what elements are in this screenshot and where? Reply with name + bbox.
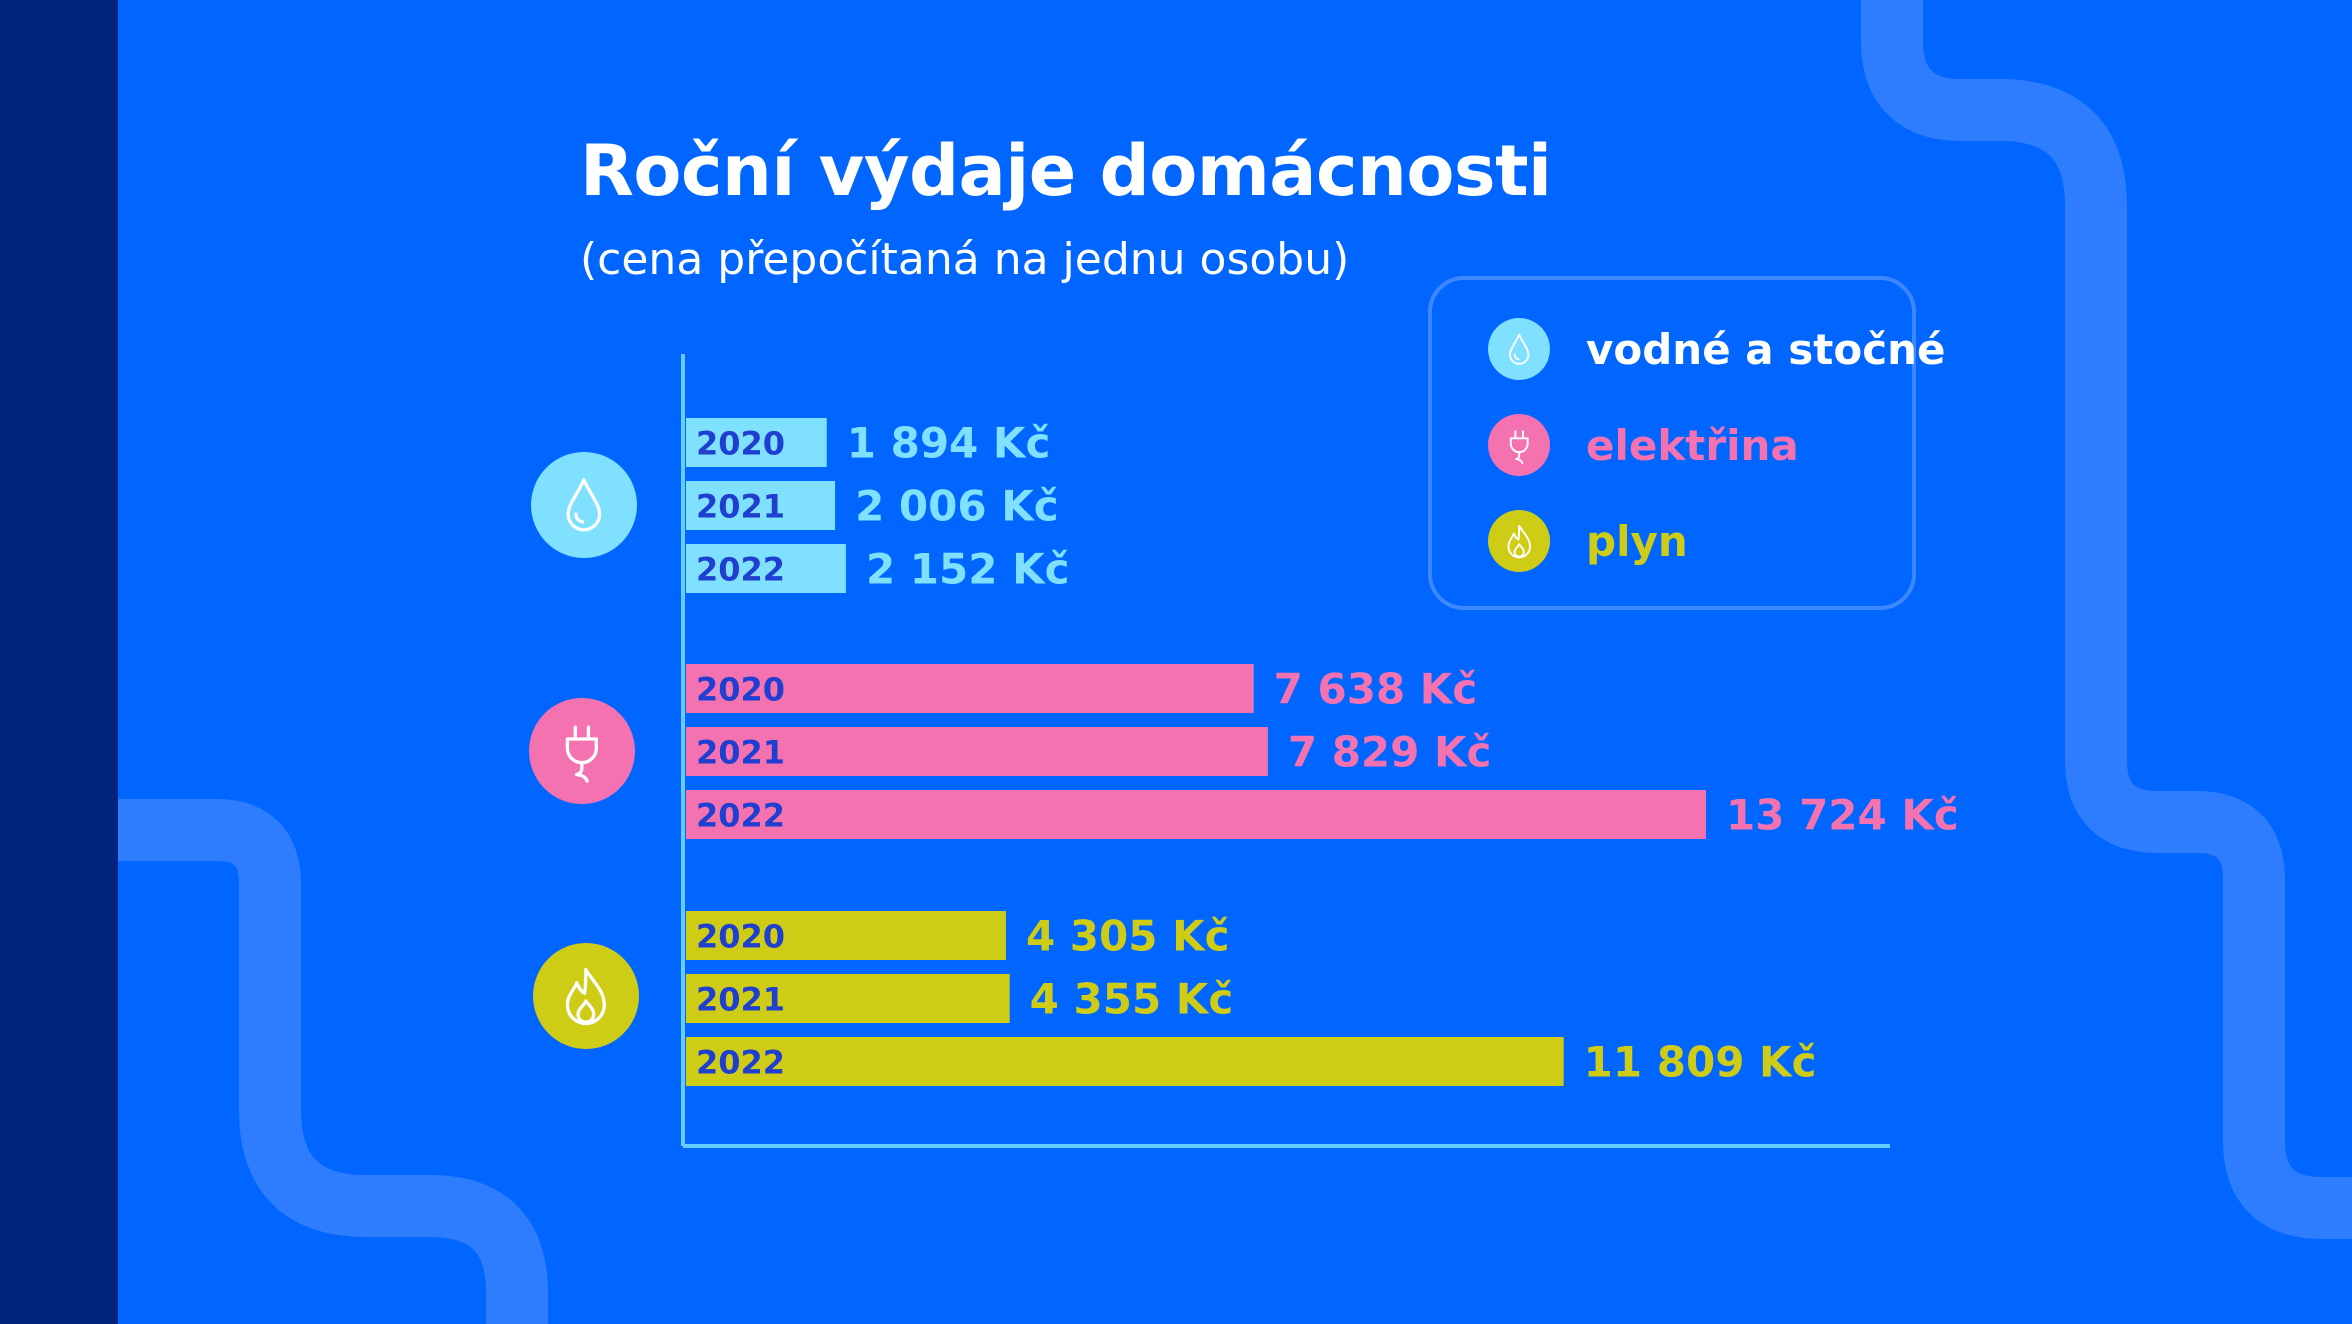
bar-year-label: 2021 (696, 981, 785, 1019)
flame-icon (1488, 510, 1550, 572)
bar-year-label: 2022 (696, 551, 785, 589)
decor-pipe (118, 799, 548, 1324)
bar (686, 1037, 1564, 1086)
plug-icon (529, 698, 635, 804)
legend-item-gas: plyn (1488, 508, 1688, 574)
bar-year-label: 2022 (696, 1044, 785, 1082)
decorative-pipes (118, 0, 2352, 1324)
bar-value-label: 2 152 Kč (866, 545, 1070, 594)
bar-value-label: 11 809 Kč (1584, 1038, 1817, 1087)
water-drop-icon (1488, 318, 1550, 380)
legend-label: elektřina (1586, 420, 1799, 470)
bar-year-label: 2022 (696, 797, 785, 835)
bar-year-label: 2020 (696, 425, 785, 463)
bar-value-label: 13 724 Kč (1726, 791, 1959, 840)
bar (686, 664, 1254, 713)
legend: vodné a stočné elektřina plyn (1428, 276, 1945, 610)
bar (686, 727, 1268, 776)
left-sidebar-band (0, 0, 118, 1324)
water-drop-icon (531, 452, 637, 558)
chart-subtitle: (cena přepočítaná na jednu osobu) (580, 234, 1350, 285)
bar-value-label: 7 638 Kč (1274, 665, 1478, 714)
legend-label: vodné a stočné (1586, 324, 1946, 374)
bar-year-label: 2020 (696, 918, 785, 956)
bar-year-label: 2021 (696, 734, 785, 772)
bar-value-label: 1 894 Kč (847, 419, 1051, 468)
bar (686, 418, 827, 467)
bar-value-label: 2 006 Kč (855, 482, 1059, 531)
bar-value-label: 4 355 Kč (1030, 975, 1234, 1024)
bar-value-label: 4 305 Kč (1026, 912, 1230, 961)
bar-year-label: 2021 (696, 488, 785, 526)
chart-title: Roční výdaje domácnosti (580, 130, 1552, 212)
bar-value-label: 7 829 Kč (1288, 728, 1492, 777)
bar (686, 974, 1010, 1023)
bar-year-label: 2020 (696, 671, 785, 709)
bar (686, 790, 1706, 839)
plug-icon (1488, 414, 1550, 476)
flame-icon (533, 943, 639, 1049)
bar (686, 544, 846, 593)
bar-chart: 2020 1 894 Kč 2021 2 006 Kč 2022 2 152 Kč 2020… (681, 354, 1959, 1148)
legend-item-water: vodné a stočné (1488, 316, 1945, 382)
legend-label: plyn (1586, 516, 1688, 566)
bar (686, 911, 1006, 960)
decor-pipe (1861, 0, 2352, 1239)
legend-item-electricity: elektřina (1488, 412, 1799, 478)
bar (686, 481, 836, 530)
